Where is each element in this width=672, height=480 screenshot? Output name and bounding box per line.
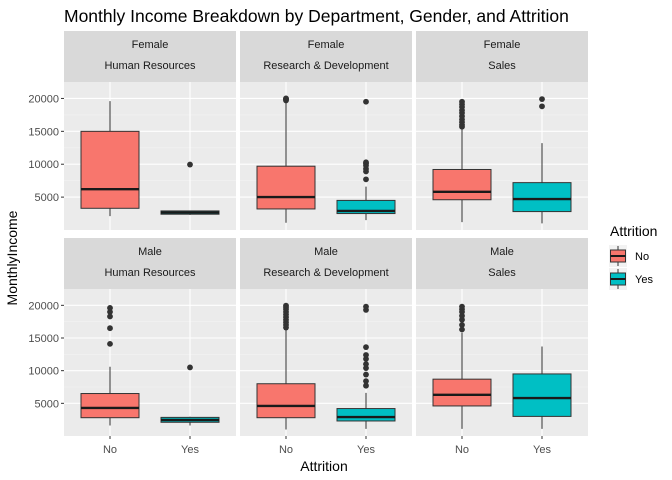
x-axis-title: Attrition	[300, 458, 347, 474]
legend-key-no	[609, 245, 627, 267]
y-tick-label: 5000	[35, 192, 59, 204]
x-tick-label: No	[455, 444, 469, 456]
strip-label-gender: Female	[308, 39, 345, 51]
facet-panel: Female Human Resources	[64, 31, 236, 230]
chart-title: Monthly Income Breakdown by Department, …	[64, 6, 569, 26]
facet-panel: Male Sales	[416, 238, 588, 436]
x-tick-label: Yes	[533, 444, 551, 456]
x-tick-label: No	[279, 444, 293, 456]
outlier-point	[363, 159, 369, 166]
strip-label-gender: Female	[484, 39, 521, 51]
facet-panel: Male Research & Development	[240, 238, 412, 436]
strip-label-gender: Female	[132, 39, 169, 51]
outlier-point	[107, 305, 113, 311]
facet-panel: Male Human Resources	[64, 238, 236, 436]
strip-label-department: Research & Development	[263, 267, 388, 279]
outlier-point	[107, 325, 113, 332]
outlier-point	[187, 364, 193, 371]
strip-background	[416, 31, 588, 82]
legend-label: Yes	[635, 274, 653, 286]
box-iqr	[336, 408, 396, 422]
strip-label-gender: Male	[138, 246, 162, 258]
box-yes	[512, 96, 572, 224]
outlier-point	[363, 361, 369, 368]
outlier-point	[107, 340, 113, 347]
x-tick-label: Yes	[181, 444, 199, 456]
legend-key-yes	[609, 268, 627, 290]
outlier-point	[459, 322, 465, 328]
strip-background	[64, 31, 236, 82]
x-tick-label: No	[103, 444, 117, 456]
y-axis-title: MonthlyIncome	[4, 210, 20, 305]
outlier-point	[283, 95, 289, 102]
y-tick-label: 5000	[35, 398, 59, 410]
y-tick-label: 15000	[28, 126, 59, 138]
y-axis: 5000 10000 15000 20000 5000 10000 15000 20000	[28, 93, 64, 410]
box-iqr	[80, 393, 140, 419]
outlier-point	[283, 302, 289, 309]
strip-label-department: Human Resources	[104, 60, 196, 72]
outlier-point	[363, 98, 369, 105]
outlier-point	[539, 96, 545, 103]
outlier-point	[363, 344, 369, 351]
legend: Attrition No Yes	[609, 223, 657, 290]
outlier-point	[363, 371, 369, 378]
strip-background	[240, 31, 412, 82]
strip-background	[240, 238, 412, 289]
box-no	[256, 95, 316, 223]
outlier-point	[363, 352, 369, 358]
strip-background	[64, 238, 236, 289]
strip-label-department: Human Resources	[104, 267, 196, 279]
legend-label: No	[635, 251, 649, 263]
strip-label-department: Research & Development	[263, 60, 388, 72]
y-tick-label: 20000	[28, 300, 59, 312]
outlier-point	[107, 313, 113, 320]
strip-label-gender: Male	[490, 246, 514, 258]
outlier-point	[363, 378, 369, 385]
outlier-point	[539, 103, 545, 110]
outlier-point	[363, 303, 369, 310]
box-iqr	[512, 182, 572, 213]
box-no	[432, 303, 492, 429]
strip-label-gender: Male	[314, 246, 338, 258]
legend-title: Attrition	[610, 223, 657, 239]
facet-panel: Female Sales	[416, 31, 588, 230]
x-axis: No Yes No Yes No Yes	[103, 436, 551, 456]
outlier-point	[187, 161, 193, 168]
box-no	[80, 101, 140, 217]
box-no	[256, 302, 316, 430]
box-iqr	[256, 165, 316, 210]
box-yes	[160, 161, 220, 215]
y-tick-label: 15000	[28, 333, 59, 345]
box-iqr	[432, 378, 492, 407]
facet-panels: Female Human Resources Female Research & De…	[64, 31, 588, 436]
box-yes	[512, 346, 572, 429]
y-tick-label: 10000	[28, 366, 59, 378]
box-yes	[160, 364, 220, 426]
box-yes	[336, 303, 396, 429]
box-iqr	[432, 168, 492, 201]
y-tick-label: 20000	[28, 93, 59, 105]
outlier-point	[459, 326, 465, 333]
box-iqr	[512, 373, 572, 417]
y-tick-label: 10000	[28, 159, 59, 171]
strip-label-department: Sales	[488, 60, 516, 72]
outlier-point	[363, 382, 369, 389]
box-no	[432, 98, 492, 223]
strip-label-department: Sales	[488, 267, 516, 279]
strip-background	[416, 238, 588, 289]
box-no	[80, 305, 140, 426]
outlier-point	[363, 176, 369, 183]
box-yes	[336, 98, 396, 221]
box-iqr	[256, 383, 316, 419]
facet-panel: Female Research & Development	[240, 31, 412, 230]
box-iqr	[80, 130, 140, 209]
x-tick-label: Yes	[357, 444, 375, 456]
outlier-point	[459, 303, 465, 310]
outlier-point	[459, 98, 465, 105]
